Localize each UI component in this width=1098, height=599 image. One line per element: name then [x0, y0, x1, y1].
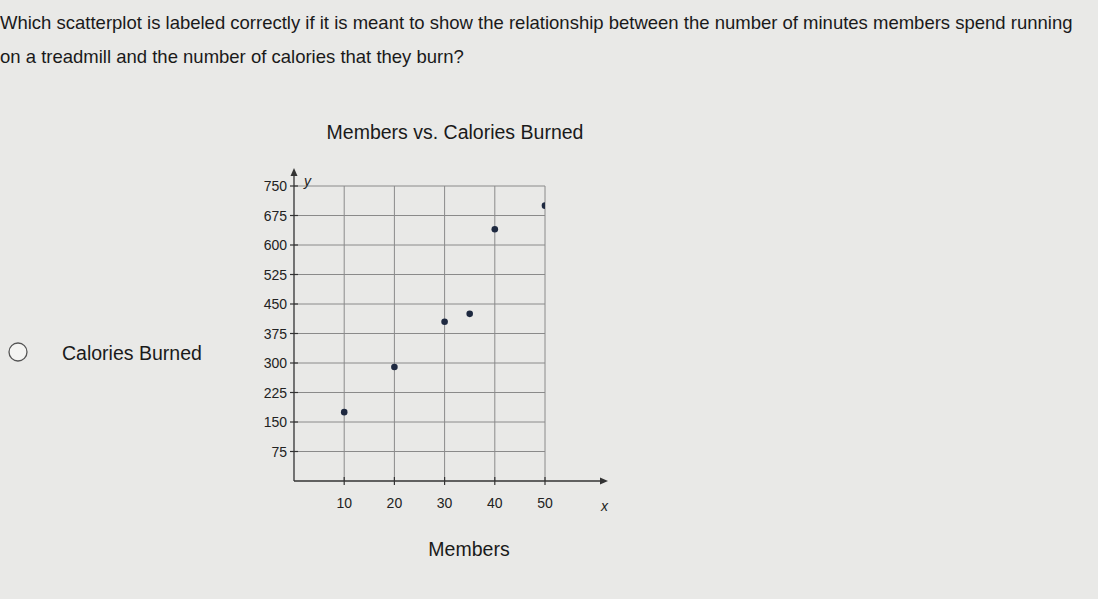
- tick: [290, 244, 298, 245]
- tick-label: 30: [437, 495, 453, 511]
- tick: [290, 303, 298, 304]
- tick-label: 300: [264, 355, 288, 371]
- question: Which scatterplot is labeled correctly i…: [0, 6, 1092, 74]
- tick-label: 150: [264, 414, 288, 430]
- tick: [444, 477, 445, 485]
- x-axis: [294, 480, 604, 481]
- radio-button[interactable]: [9, 343, 27, 361]
- grid-line: [294, 304, 545, 305]
- tick: [290, 421, 298, 422]
- point: [391, 364, 398, 371]
- tick-label: 75: [271, 444, 287, 460]
- tick-label: 750: [264, 178, 288, 194]
- grid-line: [294, 451, 545, 452]
- title: Members vs. Calories Burned: [327, 121, 584, 143]
- tick-label: 600: [264, 237, 288, 253]
- tick-label: 675: [264, 208, 288, 224]
- chart: Members vs. Calories Burned Calories Burn…: [0, 0, 1098, 599]
- tick: [290, 362, 298, 363]
- points: [341, 202, 545, 415]
- grid-line: [294, 186, 545, 187]
- tick: [290, 451, 298, 452]
- x-axis-arrow: [600, 478, 608, 485]
- point: [492, 226, 499, 233]
- grid-line: [294, 245, 545, 246]
- grid-line: [294, 274, 545, 275]
- y-axis-arrow: [291, 168, 298, 176]
- tick: [290, 274, 298, 275]
- tick: [494, 477, 495, 485]
- tick-label: 50: [537, 495, 553, 511]
- grid-line: [294, 333, 545, 334]
- tick-label: 20: [387, 495, 403, 511]
- grid-line: [394, 186, 395, 481]
- tick-label: 40: [487, 495, 503, 511]
- tick: [290, 215, 298, 216]
- grid-line: [344, 186, 345, 481]
- tick: [290, 333, 298, 334]
- tick: [290, 185, 298, 186]
- axis-letter: x: [600, 498, 609, 514]
- x-axis-label: Members: [428, 538, 510, 560]
- tick: [290, 392, 298, 393]
- point: [441, 318, 448, 325]
- point: [466, 311, 473, 318]
- grid-line: [294, 422, 545, 423]
- tick-label: 525: [264, 267, 288, 283]
- grid-line: [294, 363, 545, 364]
- tick: [544, 477, 545, 485]
- tick-label: 225: [264, 385, 288, 401]
- tick-label: 375: [264, 326, 288, 342]
- grid-line: [545, 186, 546, 481]
- tick: [344, 477, 345, 485]
- y-axis: [293, 172, 294, 481]
- tick: [394, 477, 395, 485]
- grid-line: [294, 215, 545, 216]
- tick-label: 450: [264, 296, 288, 312]
- point: [341, 409, 348, 416]
- grid-line: [294, 392, 545, 393]
- point: [542, 202, 545, 209]
- grid-line: [444, 186, 445, 481]
- tick-label: 10: [336, 495, 352, 511]
- axis-letter: y: [303, 173, 312, 189]
- y-axis-label: Calories Burned: [62, 342, 202, 364]
